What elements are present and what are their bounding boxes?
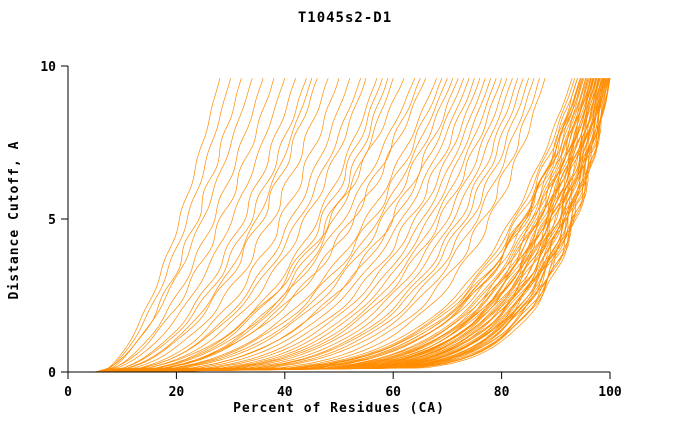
axes-layer: 0 20 40 60 80 100 0 5 10 — [40, 60, 622, 400]
y-axis-label: Distance Cutoff, A — [7, 141, 22, 300]
model-curve — [96, 78, 313, 373]
model-curve — [96, 78, 253, 373]
model-curve — [96, 78, 578, 373]
x-axis-label: Percent of Residues (CA) — [233, 401, 445, 416]
model-curve — [95, 78, 594, 373]
model-curve — [98, 78, 606, 373]
model-curve — [93, 78, 383, 373]
model-curve — [97, 78, 296, 373]
model-curve — [98, 78, 591, 373]
model-curve — [96, 78, 307, 373]
model-curve — [101, 78, 607, 373]
model-curve — [97, 78, 454, 373]
model-curve — [100, 78, 231, 373]
model-curve — [95, 78, 475, 373]
model-curve — [97, 78, 585, 373]
model-curve — [98, 78, 497, 373]
model-curve — [98, 78, 378, 373]
model-curve — [94, 78, 508, 373]
model-curve — [98, 78, 546, 373]
model-curve — [95, 78, 592, 373]
x-tick-label: 80 — [494, 385, 510, 400]
model-curve — [99, 78, 264, 373]
model-curve — [97, 78, 605, 373]
model-curve — [95, 78, 601, 373]
y-tick-label: 10 — [40, 60, 56, 75]
model-curve — [97, 78, 513, 373]
model-curve — [97, 78, 601, 373]
model-curve — [97, 78, 470, 373]
x-tick-label: 60 — [385, 385, 401, 400]
model-curve — [95, 78, 443, 373]
model-curve — [99, 78, 610, 373]
model-curves-layer — [92, 78, 611, 373]
model-curve — [98, 78, 329, 373]
model-curve — [101, 78, 610, 373]
model-curve — [99, 78, 599, 373]
x-tick-label: 20 — [169, 385, 185, 400]
model-curve — [96, 78, 588, 373]
model-curve — [93, 78, 362, 373]
x-tick-label: 40 — [277, 385, 293, 400]
model-curve — [98, 78, 604, 373]
model-curve — [99, 78, 609, 373]
model-curve — [93, 78, 595, 373]
model-curve — [100, 78, 582, 373]
model-curve — [99, 78, 340, 373]
model-curve — [101, 78, 427, 373]
model-curve — [97, 78, 351, 373]
model-curve — [96, 78, 597, 373]
model-curve — [96, 78, 481, 373]
model-curve — [100, 78, 465, 373]
model-curve — [95, 78, 583, 373]
model-curve — [100, 78, 242, 373]
model-curve — [96, 78, 599, 373]
model-curve — [92, 78, 584, 373]
model-curve — [98, 78, 576, 373]
chart-title: T1045s2-D1 — [298, 10, 392, 26]
model-curve — [99, 78, 486, 373]
model-curve — [97, 78, 573, 373]
model-curve — [101, 78, 421, 373]
model-curve — [93, 78, 530, 373]
model-curve — [96, 78, 405, 373]
model-curve — [95, 78, 535, 373]
y-tick-label: 5 — [48, 213, 56, 228]
model-curve — [100, 78, 607, 373]
model-curve — [100, 78, 437, 373]
model-curve — [94, 78, 604, 373]
model-curve — [96, 78, 586, 373]
model-curve — [94, 78, 590, 373]
model-curve — [101, 78, 603, 373]
model-curve — [97, 78, 594, 373]
model-curve — [99, 78, 389, 373]
model-curve — [93, 78, 448, 373]
model-curve — [94, 78, 394, 373]
model-curve — [96, 78, 459, 373]
model-curve — [99, 78, 519, 373]
model-curve — [99, 78, 602, 373]
model-curve — [95, 78, 286, 373]
model-curve — [93, 78, 524, 373]
model-curve — [95, 78, 367, 373]
model-curve — [97, 78, 600, 373]
model-curve — [97, 78, 318, 373]
model-curve — [93, 78, 578, 373]
model-curve — [95, 78, 275, 373]
model-curve — [101, 78, 416, 373]
model-curve — [95, 78, 603, 373]
model-curve — [95, 78, 589, 373]
model-curve — [96, 78, 609, 373]
x-tick-label: 100 — [598, 385, 622, 400]
model-curve — [100, 78, 221, 373]
model-curve — [93, 78, 587, 373]
model-curve — [95, 78, 502, 373]
model-curve — [92, 78, 597, 373]
model-curve — [99, 78, 492, 373]
x-tick-label: 0 — [64, 385, 72, 400]
model-curve — [97, 78, 540, 373]
y-tick-label: 0 — [48, 366, 56, 381]
